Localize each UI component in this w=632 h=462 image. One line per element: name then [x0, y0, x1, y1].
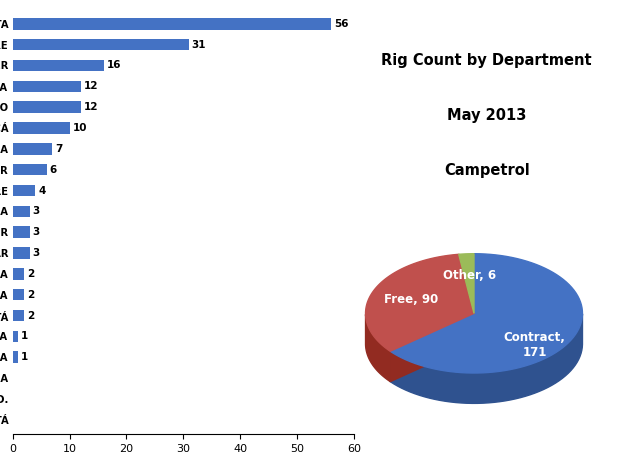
Text: Contract,
171: Contract, 171 [504, 331, 566, 359]
Bar [13, 102, 81, 113]
Text: 12: 12 [83, 102, 98, 112]
Bar [13, 185, 35, 196]
Polygon shape [365, 254, 474, 351]
Bar [13, 226, 30, 238]
Text: 3: 3 [33, 227, 40, 237]
Polygon shape [390, 313, 474, 382]
Text: 1: 1 [21, 331, 28, 341]
Polygon shape [390, 314, 583, 403]
Bar [13, 289, 24, 300]
Bar [13, 80, 81, 92]
Bar [13, 60, 104, 71]
Text: 3: 3 [33, 207, 40, 216]
Text: Other, 6: Other, 6 [442, 269, 496, 282]
Polygon shape [365, 315, 390, 382]
Text: 4: 4 [39, 186, 46, 195]
Bar [13, 18, 331, 30]
Text: 31: 31 [192, 40, 206, 49]
Text: 56: 56 [334, 19, 348, 29]
Bar [13, 352, 18, 363]
Text: May 2013: May 2013 [447, 108, 526, 123]
Text: 2: 2 [27, 310, 34, 321]
Bar [13, 39, 189, 50]
Text: 3: 3 [33, 248, 40, 258]
Text: 10: 10 [72, 123, 87, 133]
Text: 16: 16 [106, 61, 121, 71]
Text: Free, 90: Free, 90 [384, 293, 439, 306]
Bar [13, 206, 30, 217]
Text: 6: 6 [49, 164, 57, 175]
Polygon shape [390, 313, 474, 382]
Bar [13, 122, 70, 134]
Text: Campetrol: Campetrol [444, 164, 530, 178]
Bar [13, 143, 52, 155]
Bar [13, 310, 24, 321]
Text: 1: 1 [21, 352, 28, 362]
Polygon shape [390, 254, 583, 373]
Polygon shape [459, 254, 474, 313]
Bar [13, 268, 24, 280]
Text: 2: 2 [27, 290, 34, 300]
Bar [13, 247, 30, 259]
Bar [13, 164, 47, 176]
Bar [13, 331, 18, 342]
Text: 2: 2 [27, 269, 34, 279]
Text: 12: 12 [83, 81, 98, 91]
Text: Rig Count by Department: Rig Count by Department [381, 53, 592, 67]
Text: 7: 7 [56, 144, 63, 154]
